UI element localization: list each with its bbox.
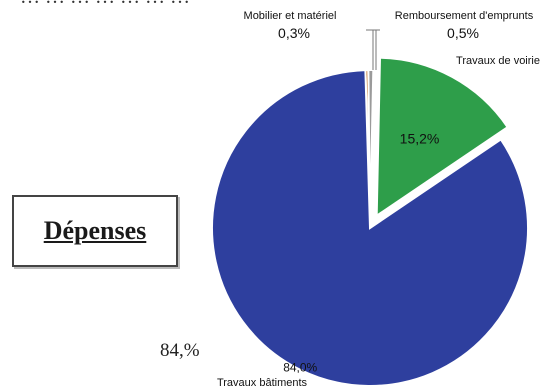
value-label-travaux-batiments: 84,0% <box>283 361 317 375</box>
value-label-mobilier-materiel: 0,3% <box>278 25 310 41</box>
category-label-remboursement-emprunts: Remboursement d'emprunts <box>395 10 534 22</box>
handwritten-note: 84,% <box>160 340 200 361</box>
depenses-title: Dépenses <box>43 216 147 245</box>
value-label-travaux-voirie: 15,2% <box>400 131 440 147</box>
category-label-mobilier-materiel: Mobilier et matériel <box>244 10 337 22</box>
depenses-title-box: Dépenses <box>12 195 178 267</box>
cropped-header-text: … … … … … … … <box>20 0 190 9</box>
pie-slice-travaux-voirie <box>375 56 509 218</box>
category-label-travaux-voirie: Travaux de voirie <box>456 55 540 67</box>
leader-lines <box>366 29 380 70</box>
pie-slice-travaux-batiments <box>211 69 529 387</box>
category-label-travaux-batiments: Travaux bâtiments <box>217 377 308 389</box>
pie-slice-remboursement-emprunts <box>367 69 375 229</box>
value-label-remboursement-emprunts: 0,5% <box>447 25 479 41</box>
